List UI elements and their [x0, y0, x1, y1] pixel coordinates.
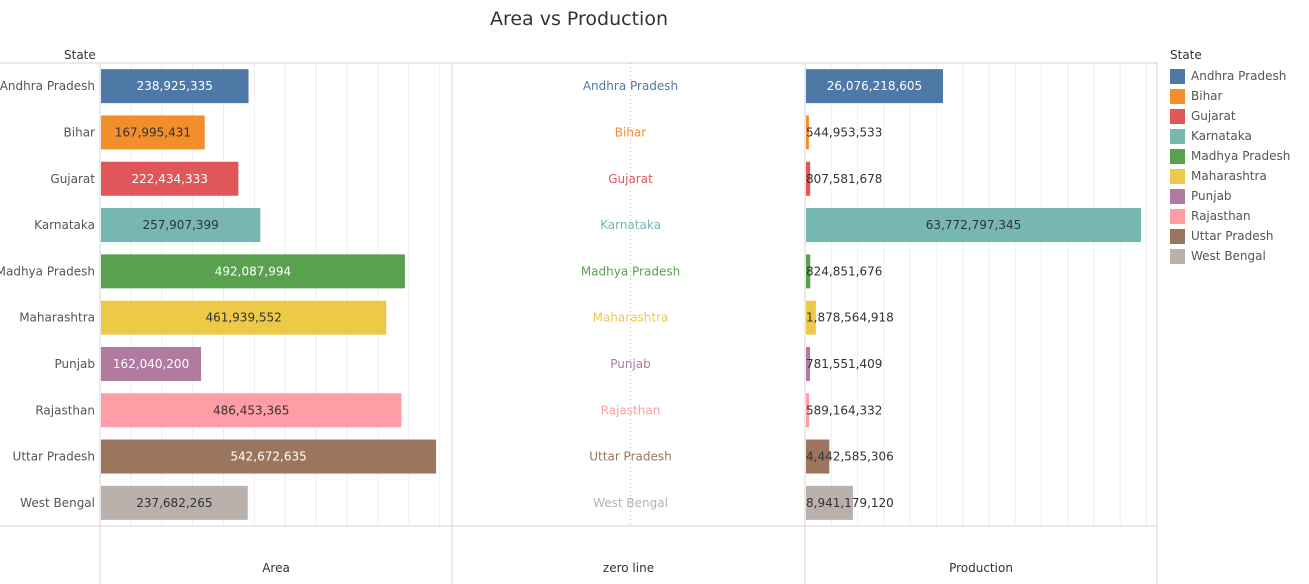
zero-line-label-rajasthan: Rajasthan [601, 403, 661, 417]
legend-swatch [1170, 208, 1185, 224]
production-bar-andhra-pradesh [806, 69, 943, 104]
area-bar-uttar-pradesh [101, 439, 437, 474]
production-bar-west-bengal [806, 485, 853, 520]
area-bar-west-bengal [101, 485, 248, 520]
zero-line-label-punjab: Punjab [610, 357, 651, 371]
area-bar-bihar [101, 115, 205, 150]
production-label-punjab: 781,551,409 [806, 357, 882, 371]
production-bar-rajasthan [806, 393, 810, 428]
legend-swatch [1170, 108, 1185, 124]
legend-swatch [1170, 128, 1185, 144]
legend-items: Andhra Pradesh Bihar Gujarat Karnataka Madhy… [1170, 66, 1305, 266]
area-label-rajasthan: 486,453,365 [213, 403, 289, 417]
production-label-gujarat: 807,581,678 [806, 172, 882, 186]
row-label-rajasthan: Rajasthan [35, 403, 95, 417]
axis-title-area: Area [262, 561, 290, 575]
legend-swatch [1170, 228, 1185, 244]
production-bar-maharashtra [806, 300, 816, 335]
production-label-maharashtra: 1,878,564,918 [806, 311, 894, 325]
legend-item-bihar[interactable]: Bihar [1170, 86, 1305, 106]
legend-item-punjab[interactable]: Punjab [1170, 186, 1305, 206]
rows-header: State [64, 48, 96, 62]
row-label-punjab: Punjab [54, 357, 95, 371]
legend: State Andhra Pradesh Bihar Gujarat Karnatak… [1170, 48, 1305, 266]
area-bar-rajasthan [101, 393, 402, 428]
zero-line-label-andhra-pradesh: Andhra Pradesh [583, 79, 678, 93]
axis-title-zero-line: zero line [603, 561, 654, 575]
legend-label: Karnataka [1191, 129, 1252, 143]
area-label-bihar: 167,995,431 [115, 125, 191, 139]
production-label-uttar-pradesh: 4,442,585,306 [806, 450, 894, 464]
legend-item-rajasthan[interactable]: Rajasthan [1170, 206, 1305, 226]
row-label-uttar-pradesh: Uttar Pradesh [13, 450, 95, 464]
area-label-andhra-pradesh: 238,925,335 [137, 79, 213, 93]
row-label-karnataka: Karnataka [34, 218, 95, 232]
area-bar-gujarat [101, 161, 239, 196]
legend-swatch [1170, 248, 1185, 264]
axis-title-production: Production [949, 561, 1013, 575]
production-label-west-bengal: 8,941,179,120 [806, 496, 894, 510]
row-label-gujarat: Gujarat [50, 172, 95, 186]
row-label-andhra-pradesh: Andhra Pradesh [0, 79, 95, 93]
legend-item-maharashtra[interactable]: Maharashtra [1170, 166, 1305, 186]
zero-line-label-madhya-pradesh: Madhya Pradesh [581, 264, 680, 278]
zero-line-label-uttar-pradesh: Uttar Pradesh [589, 450, 671, 464]
legend-swatch [1170, 68, 1185, 84]
row-label-west-bengal: West Bengal [20, 496, 95, 510]
legend-label: West Bengal [1191, 249, 1266, 263]
area-bar-andhra-pradesh [101, 69, 249, 104]
zero-line-label-bihar: Bihar [615, 125, 647, 139]
legend-item-uttar-pradesh[interactable]: Uttar Pradesh [1170, 226, 1305, 246]
legend-label: Maharashtra [1191, 169, 1267, 183]
legend-item-gujarat[interactable]: Gujarat [1170, 106, 1305, 126]
area-label-maharashtra: 461,939,552 [205, 311, 281, 325]
chart-title: Area vs Production [489, 8, 669, 30]
area-label-gujarat: 222,434,333 [132, 172, 208, 186]
area-label-west-bengal: 237,682,265 [136, 496, 212, 510]
area-label-karnataka: 257,907,399 [142, 218, 218, 232]
zero-line-label-west-bengal: West Bengal [593, 496, 668, 510]
legend-label: Gujarat [1191, 109, 1236, 123]
area-bar-punjab [101, 346, 202, 381]
legend-swatch [1170, 88, 1185, 104]
production-label-madhya-pradesh: 824,851,676 [806, 264, 882, 278]
row-label-bihar: Bihar [64, 125, 96, 139]
zero-line-label-gujarat: Gujarat [608, 172, 653, 186]
zero-line-label-karnataka: Karnataka [600, 218, 661, 232]
legend-item-west-bengal[interactable]: West Bengal [1170, 246, 1305, 266]
legend-label: Madhya Pradesh [1191, 149, 1291, 163]
production-bar-bihar [806, 115, 809, 150]
production-bar-madhya-pradesh [806, 254, 811, 289]
chart-plot: Area zero line Production Andhra Pradesh 238… [0, 62, 1158, 584]
legend-item-andhra-pradesh[interactable]: Andhra Pradesh [1170, 66, 1305, 86]
production-bar-punjab [806, 346, 811, 381]
legend-swatch [1170, 168, 1185, 184]
legend-swatch [1170, 188, 1185, 204]
production-label-rajasthan: 589,164,332 [806, 403, 882, 417]
production-label-andhra-pradesh: 26,076,218,605 [827, 79, 922, 93]
area-bar-maharashtra [101, 300, 387, 335]
area-bar-karnataka [101, 208, 261, 243]
area-label-uttar-pradesh: 542,672,635 [230, 450, 306, 464]
area-label-madhya-pradesh: 492,087,994 [215, 264, 291, 278]
production-bar-karnataka [806, 208, 1142, 243]
legend-title: State [1170, 48, 1202, 62]
row-label-maharashtra: Maharashtra [19, 311, 95, 325]
legend-swatch [1170, 148, 1185, 164]
production-bar-gujarat [806, 161, 811, 196]
legend-label: Andhra Pradesh [1191, 69, 1287, 83]
area-bar-madhya-pradesh [101, 254, 405, 289]
legend-item-madhya-pradesh[interactable]: Madhya Pradesh [1170, 146, 1305, 166]
legend-item-karnataka[interactable]: Karnataka [1170, 126, 1305, 146]
production-label-karnataka: 63,772,797,345 [926, 218, 1021, 232]
legend-label: Uttar Pradesh [1191, 229, 1274, 243]
production-label-bihar: 544,953,533 [806, 125, 882, 139]
production-bar-uttar-pradesh [806, 439, 830, 474]
row-label-madhya-pradesh: Madhya Pradesh [0, 264, 95, 278]
legend-label: Punjab [1191, 189, 1232, 203]
zero-line-label-maharashtra: Maharashtra [593, 311, 669, 325]
area-label-punjab: 162,040,200 [113, 357, 189, 371]
legend-label: Bihar [1191, 89, 1223, 103]
legend-label: Rajasthan [1191, 209, 1251, 223]
